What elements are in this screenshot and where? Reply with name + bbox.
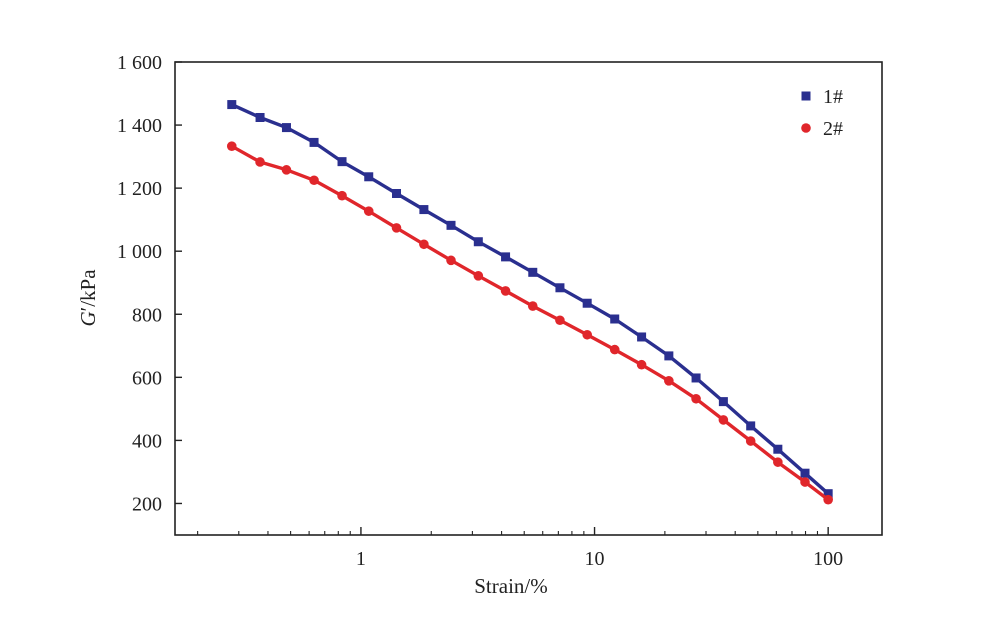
data-point [823, 489, 833, 499]
y-tick-label: 400 [132, 430, 162, 452]
data-point [500, 286, 511, 296]
legend-marker [801, 123, 811, 133]
data-point [473, 237, 483, 247]
data-point [419, 239, 429, 250]
y-axis-title-unit: ′/kPa [76, 269, 100, 312]
data-point [773, 444, 783, 454]
series-line [231, 103, 830, 495]
data-point [746, 421, 756, 431]
data-point [255, 157, 265, 167]
y-tick-label: 600 [132, 367, 162, 389]
data-point [636, 359, 647, 370]
data-point [527, 301, 538, 311]
y-axis-title-symbol: G [76, 311, 100, 326]
x-tick-label: 10 [585, 548, 605, 570]
data-point [446, 220, 456, 230]
y-axis: 200 400 600 800 1 000 1 200 1 400 1 600 [117, 52, 182, 515]
y-tick-label: 1 600 [117, 52, 162, 74]
data-point [664, 376, 674, 386]
data-point [528, 267, 538, 277]
data-point [391, 223, 402, 233]
data-point [691, 393, 701, 404]
data-point [582, 329, 592, 340]
x-axis: 1 10 100 [197, 527, 843, 570]
legend-label: 1# [823, 86, 843, 108]
legend-marker [801, 91, 811, 101]
series-line [230, 144, 830, 502]
data-point [363, 206, 374, 216]
data-point [718, 397, 728, 407]
data-point [309, 137, 319, 147]
data-point [691, 373, 701, 383]
data-point [718, 415, 729, 425]
legend: 1#2# [801, 86, 843, 140]
data-point [745, 436, 756, 446]
x-tick-label: 1 [356, 548, 366, 570]
y-axis-title: G′/kPa [76, 269, 100, 327]
data-point [823, 494, 833, 505]
data-point [419, 205, 429, 215]
data-point [637, 332, 647, 342]
data-point [255, 112, 265, 122]
data-point [501, 252, 511, 262]
data-point [609, 344, 620, 355]
data-point [364, 172, 374, 182]
data-point [337, 190, 347, 201]
series-2 [226, 141, 833, 505]
data-point [800, 477, 810, 487]
data-point [555, 283, 565, 293]
series-1 [227, 100, 833, 499]
data-point [800, 468, 810, 478]
data-point [337, 157, 347, 167]
y-tick-label: 800 [132, 304, 162, 326]
y-tick-label: 1 200 [117, 178, 162, 200]
data-point [281, 123, 291, 133]
data-point [555, 315, 565, 326]
data-point [773, 457, 783, 467]
y-tick-label: 200 [132, 493, 162, 515]
plot-frame [174, 61, 883, 536]
x-axis-title: Strain/% [474, 574, 548, 598]
data-point [309, 175, 319, 186]
data-point [610, 314, 620, 324]
data-point [664, 351, 674, 361]
data-point [281, 165, 292, 175]
legend-label: 2# [823, 118, 843, 140]
data-point [226, 141, 237, 151]
data-point [392, 188, 402, 198]
x-tick-label: 100 [813, 548, 843, 570]
data-point [473, 270, 484, 281]
data-point [227, 100, 237, 110]
y-tick-label: 1 400 [117, 115, 162, 137]
series-layer [226, 100, 833, 505]
y-tick-label: 1 000 [117, 241, 162, 263]
data-point [582, 298, 592, 308]
data-point [446, 255, 456, 266]
